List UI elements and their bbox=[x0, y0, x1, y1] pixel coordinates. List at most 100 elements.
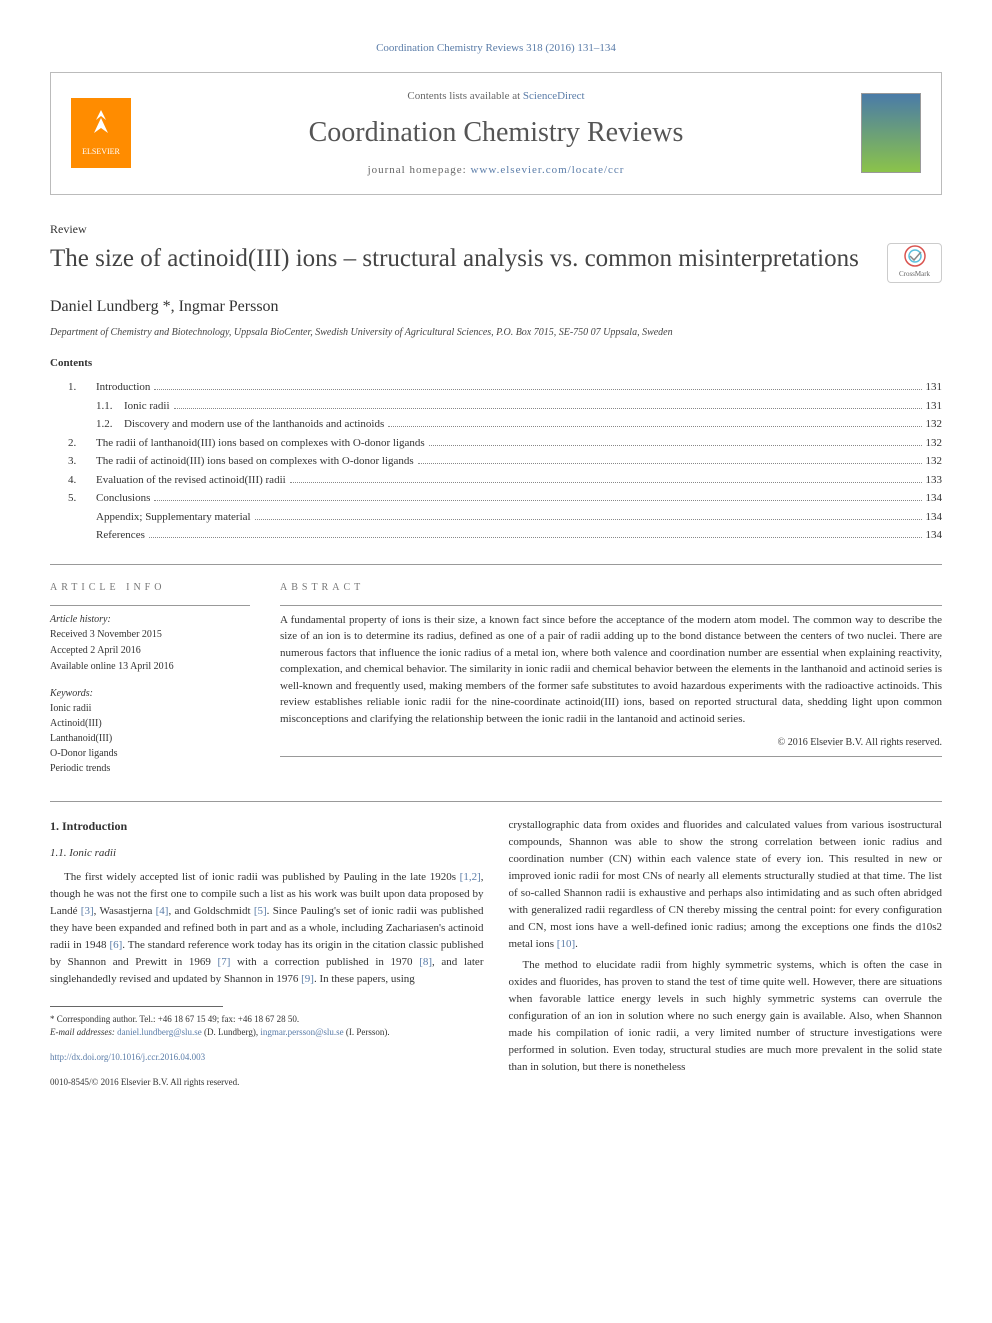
email-persson[interactable]: ingmar.persson@slu.se bbox=[260, 1027, 343, 1037]
homepage-line: journal homepage: www.elsevier.com/locat… bbox=[131, 162, 861, 179]
toc-entry[interactable]: 1.1.Ionic radii131 bbox=[68, 398, 942, 415]
toc-label: The radii of lanthanoid(III) ions based … bbox=[96, 435, 425, 452]
sciencedirect-link[interactable]: ScienceDirect bbox=[523, 90, 585, 102]
journal-cover-thumbnail bbox=[861, 93, 921, 173]
elsevier-logo: ELSEVIER bbox=[71, 98, 131, 168]
toc-number: 1. bbox=[68, 379, 96, 396]
toc-number: 5. bbox=[68, 490, 96, 507]
ref-8[interactable]: [8] bbox=[419, 956, 432, 968]
toc-number: 4. bbox=[68, 472, 96, 489]
ref-10[interactable]: [10] bbox=[557, 938, 575, 950]
journal-header-box: ELSEVIER Contents lists available at Sci… bbox=[50, 72, 942, 195]
issn-copyright: 0010-8545/© 2016 Elsevier B.V. All right… bbox=[50, 1076, 484, 1090]
toc-leader-dots bbox=[154, 500, 921, 501]
elsevier-label: ELSEVIER bbox=[82, 146, 120, 158]
contents-heading: Contents bbox=[50, 355, 942, 372]
email-addresses-note: E-mail addresses: daniel.lundberg@slu.se… bbox=[50, 1026, 484, 1039]
toc-page: 133 bbox=[926, 472, 943, 489]
toc-label: Evaluation of the revised actinoid(III) … bbox=[96, 472, 286, 489]
doi-line: http://dx.doi.org/10.1016/j.ccr.2016.04.… bbox=[50, 1051, 484, 1065]
abstract-section: abstract A fundamental property of ions … bbox=[280, 580, 942, 776]
section-divider bbox=[50, 564, 942, 565]
toc-label: References bbox=[96, 527, 145, 544]
ref-7[interactable]: [7] bbox=[218, 956, 231, 968]
toc-entry[interactable]: References 134 bbox=[68, 527, 942, 544]
contents-prefix: Contents lists available at bbox=[407, 90, 522, 102]
toc-label: Introduction bbox=[96, 379, 150, 396]
toc-entry[interactable]: 1.Introduction 131 bbox=[68, 379, 942, 396]
toc-leader-dots bbox=[418, 463, 922, 464]
paragraph-3: The method to elucidate radii from highl… bbox=[509, 957, 943, 1076]
paragraph-2: crystallographic data from oxides and fl… bbox=[509, 817, 943, 953]
toc-page: 134 bbox=[926, 509, 943, 526]
article-type: Review bbox=[50, 220, 942, 238]
toc-page: 131 bbox=[926, 379, 943, 396]
right-column: crystallographic data from oxides and fl… bbox=[509, 817, 943, 1090]
ref-6[interactable]: [6] bbox=[109, 939, 122, 951]
ref-4[interactable]: [4] bbox=[156, 905, 169, 917]
toc-leader-dots bbox=[290, 482, 922, 483]
ref-5[interactable]: [5] bbox=[254, 905, 267, 917]
doi-link[interactable]: http://dx.doi.org/10.1016/j.ccr.2016.04.… bbox=[50, 1052, 205, 1062]
toc-label: Ionic radii bbox=[124, 398, 170, 415]
abstract-heading: abstract bbox=[280, 580, 942, 595]
accepted-date: Accepted 2 April 2016 bbox=[50, 643, 250, 658]
keywords-label: Keywords: bbox=[50, 686, 250, 701]
homepage-prefix: journal homepage: bbox=[368, 164, 471, 176]
abstract-text: A fundamental property of ions is their … bbox=[280, 612, 942, 728]
keyword: Ionic radii bbox=[50, 701, 250, 716]
toc-page: 134 bbox=[926, 527, 943, 544]
toc-entry[interactable]: Appendix; Supplementary material 134 bbox=[68, 509, 942, 526]
received-date: Received 3 November 2015 bbox=[50, 627, 250, 642]
journal-name: Coordination Chemistry Reviews bbox=[131, 112, 861, 154]
toc-leader-dots bbox=[255, 519, 922, 520]
toc-label: The radii of actinoid(III) ions based on… bbox=[96, 453, 414, 470]
crossmark-label: CrossMark bbox=[899, 269, 930, 280]
keyword: Periodic trends bbox=[50, 761, 250, 776]
toc-number: 1.2. bbox=[96, 416, 124, 433]
crossmark-badge[interactable]: CrossMark bbox=[887, 243, 942, 283]
article-info-heading: article info bbox=[50, 580, 250, 595]
section-1-heading: 1. Introduction bbox=[50, 817, 484, 835]
section-divider-2 bbox=[50, 801, 942, 802]
toc-page: 132 bbox=[926, 435, 943, 452]
toc-leader-dots bbox=[174, 408, 922, 409]
toc-leader-dots bbox=[388, 426, 921, 427]
footnote-divider bbox=[50, 1006, 223, 1007]
paragraph-1: The first widely accepted list of ionic … bbox=[50, 869, 484, 988]
ref-9[interactable]: [9] bbox=[301, 973, 314, 985]
article-info-sidebar: article info Article history: Received 3… bbox=[50, 580, 250, 776]
ref-1-2[interactable]: [1,2] bbox=[460, 871, 481, 883]
homepage-link[interactable]: www.elsevier.com/locate/ccr bbox=[470, 164, 624, 176]
keyword: Lanthanoid(III) bbox=[50, 731, 250, 746]
toc-leader-dots bbox=[154, 389, 921, 390]
keyword: O-Donor ligands bbox=[50, 746, 250, 761]
toc-page: 132 bbox=[926, 416, 943, 433]
toc-leader-dots bbox=[149, 537, 922, 538]
toc-entry[interactable]: 2.The radii of lanthanoid(III) ions base… bbox=[68, 435, 942, 452]
toc-number: 3. bbox=[68, 453, 96, 470]
toc-label: Appendix; Supplementary material bbox=[96, 509, 251, 526]
left-column: 1. Introduction 1.1. Ionic radii The fir… bbox=[50, 817, 484, 1090]
email-lundberg[interactable]: daniel.lundberg@slu.se bbox=[117, 1027, 202, 1037]
toc-number: 2. bbox=[68, 435, 96, 452]
toc-label: Conclusions bbox=[96, 490, 150, 507]
history-label: Article history: bbox=[50, 612, 250, 627]
toc-leader-dots bbox=[429, 445, 922, 446]
ref-3[interactable]: [3] bbox=[81, 905, 94, 917]
authors: Daniel Lundberg *, Ingmar Persson bbox=[50, 295, 942, 319]
table-of-contents: 1.Introduction 131 1.1.Ionic radii1311.2.D… bbox=[50, 379, 942, 544]
online-date: Available online 13 April 2016 bbox=[50, 659, 250, 674]
subsection-1-1-heading: 1.1. Ionic radii bbox=[50, 845, 484, 862]
toc-entry[interactable]: 4.Evaluation of the revised actinoid(III… bbox=[68, 472, 942, 489]
contents-available-line: Contents lists available at ScienceDirec… bbox=[131, 88, 861, 105]
toc-entry[interactable]: 5.Conclusions134 bbox=[68, 490, 942, 507]
header-center: Contents lists available at ScienceDirec… bbox=[131, 88, 861, 179]
toc-entry[interactable]: 3.The radii of actinoid(III) ions based … bbox=[68, 453, 942, 470]
corresponding-author-note: * Corresponding author. Tel.: +46 18 67 … bbox=[50, 1013, 484, 1026]
article-title: The size of actinoid(III) ions – structu… bbox=[50, 243, 872, 276]
toc-label: Discovery and modern use of the lanthano… bbox=[124, 416, 384, 433]
toc-entry[interactable]: 1.2.Discovery and modern use of the lant… bbox=[68, 416, 942, 433]
abstract-copyright: © 2016 Elsevier B.V. All rights reserved… bbox=[280, 735, 942, 750]
keyword: Actinoid(III) bbox=[50, 716, 250, 731]
